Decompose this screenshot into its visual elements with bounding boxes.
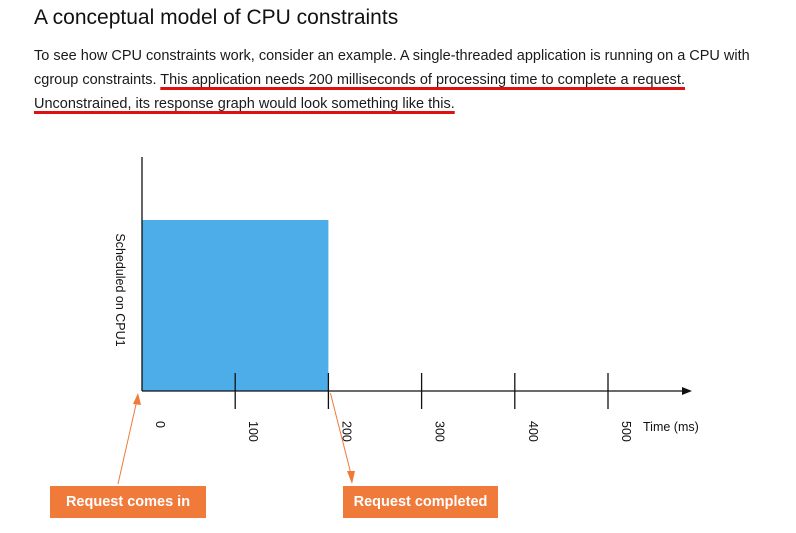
x-tick-label: 100 [246, 421, 260, 442]
x-axis-arrowhead [682, 387, 692, 395]
x-tick-label: 400 [526, 421, 540, 442]
intro-paragraph: To see how CPU constraints work, conside… [34, 44, 779, 116]
x-tick-label: 300 [433, 421, 447, 442]
request-in-arrowhead [133, 393, 141, 405]
intro-text: To see how CPU constraints work, conside… [34, 48, 750, 88]
request-comes-in-callout: Request comes in [50, 486, 206, 518]
request-completed-arrowhead [347, 471, 355, 484]
request-in-arrow [117, 399, 138, 485]
x-axis-label: Time (ms) [643, 420, 699, 434]
x-tick-label: 0 [153, 421, 167, 428]
x-tick-label: 200 [339, 421, 353, 442]
x-tick-label: 500 [619, 421, 633, 442]
request-completed-callout: Request completed [343, 486, 498, 518]
request-completed-arrow [329, 392, 352, 475]
y-axis-label-text: Scheduled on CPU1 [113, 233, 127, 347]
highlight-response-graph: Unconstrained, its response graph would … [34, 96, 455, 112]
cpu-scheduled-bar [142, 220, 329, 391]
page-title: A conceptual model of CPU constraints [34, 6, 399, 29]
highlight-processing-time: This application needs 200 milliseconds … [160, 72, 685, 88]
